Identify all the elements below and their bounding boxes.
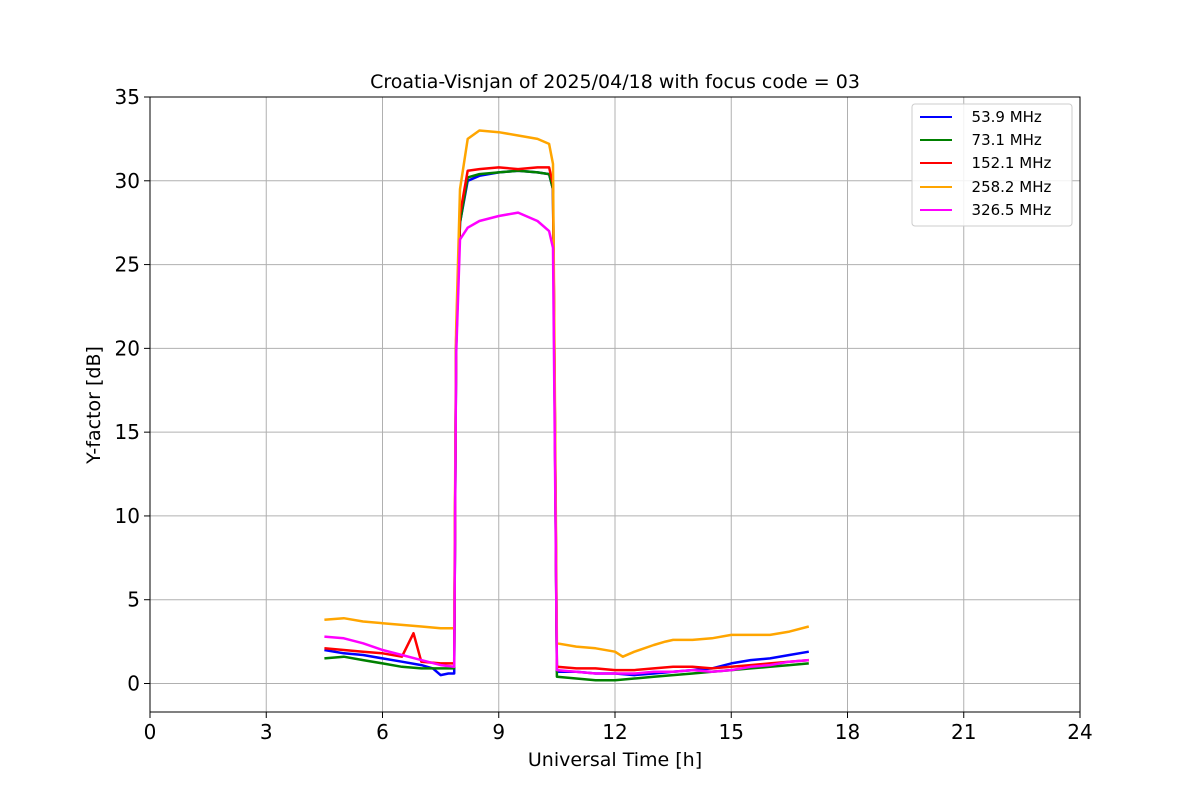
x-tick-label: 3	[260, 720, 273, 744]
x-tick-label: 21	[951, 720, 976, 744]
x-tick-label: 12	[602, 720, 627, 744]
legend-label-0: 53.9 MHz	[962, 108, 1042, 126]
y-tick-label: 20	[115, 336, 140, 360]
y-tick-label: 15	[115, 420, 140, 444]
x-axis-label: Universal Time [h]	[528, 749, 702, 771]
x-tick-label: 18	[835, 720, 860, 744]
x-tick-label: 24	[1067, 720, 1092, 744]
series-line-3	[324, 129, 810, 658]
y-tick-label: 10	[115, 504, 140, 528]
y-tick-label: 35	[115, 85, 140, 109]
y-tick-label: 5	[127, 588, 140, 612]
chart-title: Croatia-Visnjan of 2025/04/18 with focus…	[370, 71, 860, 93]
legend: 53.9 MHz 73.1 MHz 152.1 MHz 258.2 MHz 32…	[911, 103, 1073, 227]
legend-box	[911, 103, 1073, 227]
y-tick-label: 25	[115, 253, 140, 277]
tick-layer: 0 3 6 9 12 15 18 21 24 0 5 10 15 20 25 30 35	[115, 85, 1093, 744]
x-tick-label: 9	[492, 720, 505, 744]
legend-label-1: 73.1 MHz	[962, 131, 1042, 149]
legend-label-2: 152.1 MHz	[962, 154, 1051, 172]
legend-label-3: 258.2 MHz	[962, 178, 1051, 196]
legend-label-4: 326.5 MHz	[962, 201, 1051, 219]
series-line-2	[324, 166, 809, 672]
x-tick-label: 6	[376, 720, 389, 744]
series-layer	[324, 129, 810, 682]
x-tick-label: 15	[719, 720, 744, 744]
y-axis-label: Y-factor [dB]	[83, 346, 105, 465]
y-tick-label: 0	[127, 672, 140, 696]
series-line-4	[324, 211, 809, 675]
y-tick-label: 30	[115, 169, 140, 193]
x-tick-label: 0	[144, 720, 157, 744]
